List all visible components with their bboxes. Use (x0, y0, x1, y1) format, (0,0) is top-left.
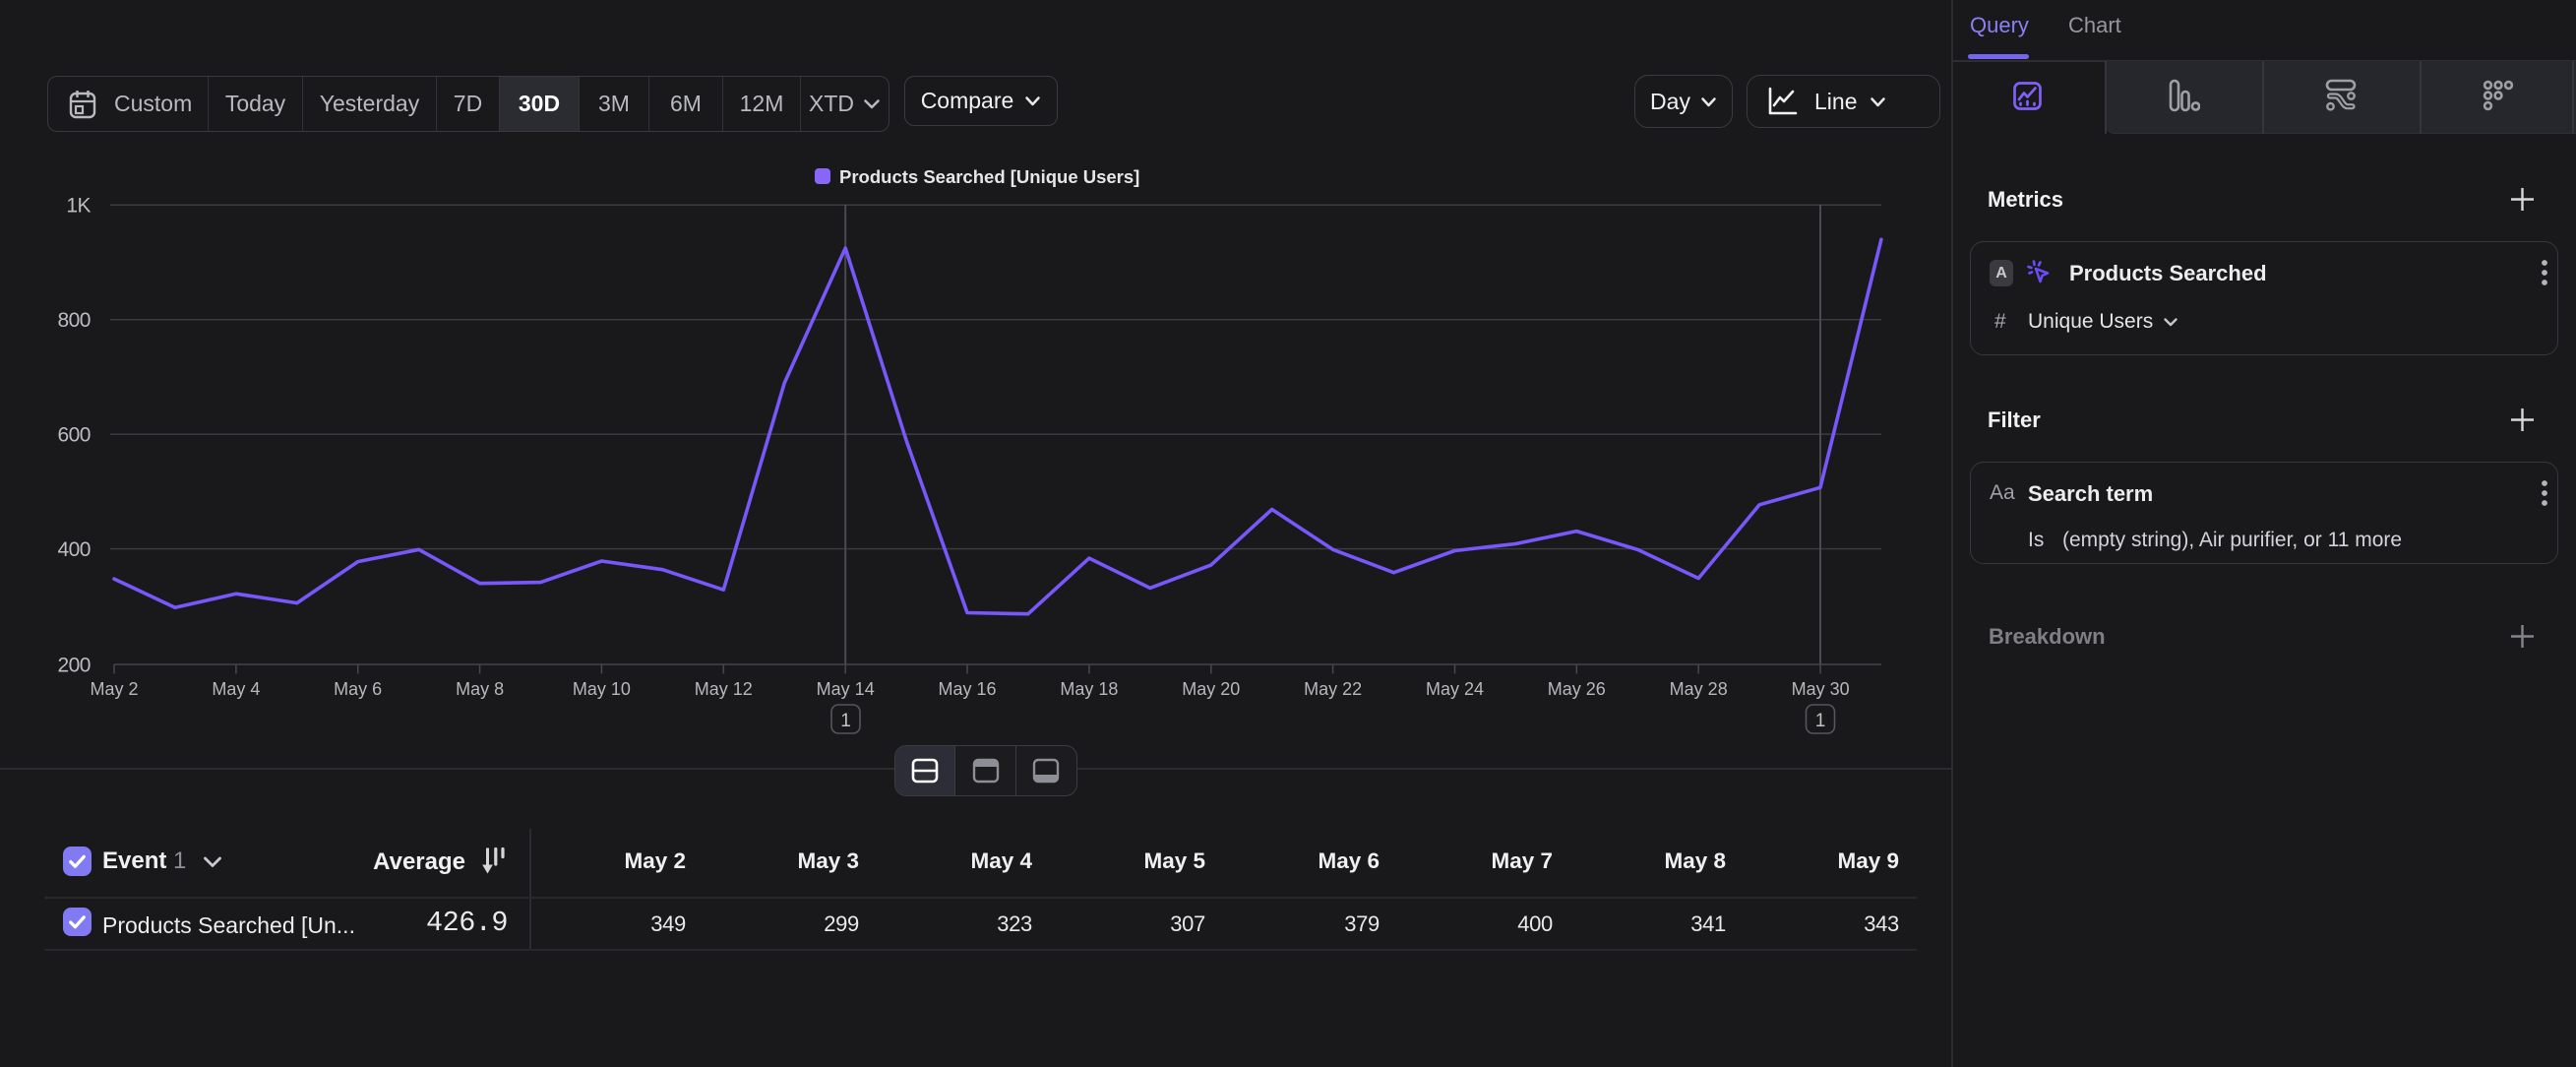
svg-text:1: 1 (840, 711, 851, 731)
svg-text:May 28: May 28 (1670, 679, 1728, 699)
svg-text:May 2: May 2 (90, 679, 138, 699)
svg-text:May 6: May 6 (334, 679, 382, 699)
svg-text:May 8: May 8 (456, 679, 504, 699)
svg-text:1K: 1K (66, 195, 91, 218)
svg-text:May 4: May 4 (212, 679, 260, 699)
svg-text:400: 400 (57, 538, 91, 561)
svg-text:May 24: May 24 (1426, 679, 1484, 699)
svg-text:May 18: May 18 (1060, 679, 1118, 699)
svg-text:600: 600 (57, 424, 91, 447)
svg-text:May 20: May 20 (1182, 679, 1240, 699)
svg-text:May 12: May 12 (695, 679, 753, 699)
svg-text:800: 800 (57, 309, 91, 332)
svg-text:May 26: May 26 (1548, 679, 1606, 699)
svg-text:May 16: May 16 (938, 679, 996, 699)
svg-text:May 22: May 22 (1304, 679, 1362, 699)
svg-text:Products Searched [Unique User: Products Searched [Unique Users] (839, 166, 1139, 187)
svg-text:1: 1 (1815, 711, 1826, 731)
svg-text:May 30: May 30 (1792, 679, 1850, 699)
svg-text:May 14: May 14 (817, 679, 875, 699)
svg-text:May 10: May 10 (573, 679, 631, 699)
svg-text:200: 200 (57, 655, 91, 677)
